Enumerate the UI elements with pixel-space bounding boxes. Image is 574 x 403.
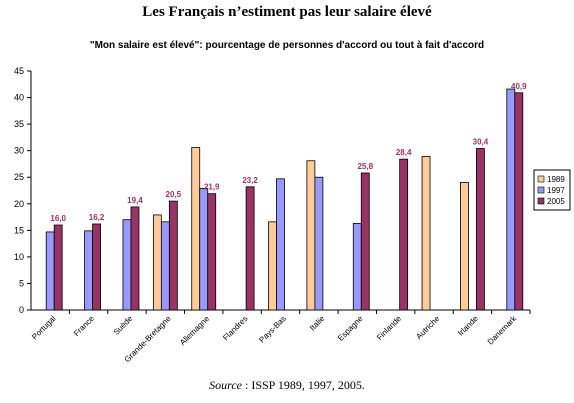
data-label: 40,9 [511,82,527,91]
page-title: Les Français n’estiment pas leur salaire… [142,4,432,20]
bar-2005-grande-bretagne [168,200,178,311]
legend-label-2005: 2005 [547,197,565,206]
x-tick-label: France [72,314,96,338]
y-tick-label: 5 [19,278,24,288]
bar-1997-france [84,230,93,311]
bar-1989-irlande [460,182,469,311]
y-tick-label: 35 [14,119,24,129]
x-tick-label: Italie [308,314,327,333]
bar-1989-italie [306,160,316,311]
bar-1989-autriche [421,156,431,311]
legend-label-1997: 1997 [547,186,565,195]
data-label: 19,4 [127,196,143,205]
y-tick-label: 30 [14,146,24,156]
source-label: Source [209,378,242,392]
legend-swatch-1989 [537,175,545,183]
x-tick-label: Danemark [486,313,519,346]
data-label: 23,2 [242,176,258,185]
x-tick-label: Espagne [336,314,365,343]
legend-label-1989: 1989 [547,175,565,184]
x-tick-label: Autriche [414,314,442,342]
y-tick-label: 40 [14,93,24,103]
y-tick-label: 10 [14,252,24,262]
x-tick-label: Portugal [30,314,58,342]
data-label: 20,5 [166,190,182,199]
bar-1997-allemagne [199,187,209,311]
data-label: 16,0 [50,214,66,223]
bar-1989-pays-bas [268,221,277,311]
y-tick-label: 15 [14,225,24,235]
bar-2005-espagne [360,172,370,311]
data-label: 30,4 [473,138,489,147]
bar-2005-france [92,223,101,311]
bar-1997-danemark [506,88,516,311]
x-tick-label: Suède [112,314,135,337]
y-tick-label: 45 [14,66,24,76]
bar-1997-portugal [45,231,55,311]
y-tick-label: 25 [14,172,24,182]
source-text: : ISSP 1989, 1997, 2005. [241,378,365,392]
x-tick-label: Flandres [221,314,249,342]
x-tick-label: Irlande [456,314,480,338]
bar-1997-italie [314,176,324,311]
bar-2005-portugal [53,224,63,311]
legend-swatch-1997 [537,186,545,194]
source-line: Source : ISSP 1989, 1997, 2005. [0,378,574,393]
x-tick-label: Pays-Bas [257,314,288,345]
x-tick-label: Finlande [375,314,403,342]
data-label: 21,9 [204,183,220,192]
data-label: 28,4 [396,148,412,157]
bar-2005-finlande [399,158,409,311]
bar-1997-grande-bretagne [160,221,170,311]
y-tick-label: 20 [14,199,24,209]
y-tick-label: 0 [19,305,24,315]
bar-2005-irlande [476,148,485,311]
chart-title: "Mon salaire est élevé": pourcentage de … [90,40,484,51]
bar-1997-pays-bas [276,178,285,311]
bar-1989-allemagne [191,147,201,311]
bar-2005-danemark [514,92,524,311]
bar-1997-espagne [352,223,362,311]
legend-swatch-2005 [537,197,545,205]
bar-1989-grande-bretagne [152,214,162,311]
bar-2005-flandres [245,186,255,311]
bar-2005-suède [130,206,140,311]
data-label: 25,8 [357,162,373,171]
data-label: 16,2 [89,213,105,222]
bar-1997-suède [122,219,132,311]
bar-2005-allemagne [207,193,217,311]
x-tick-label: Allemagne [178,314,211,347]
